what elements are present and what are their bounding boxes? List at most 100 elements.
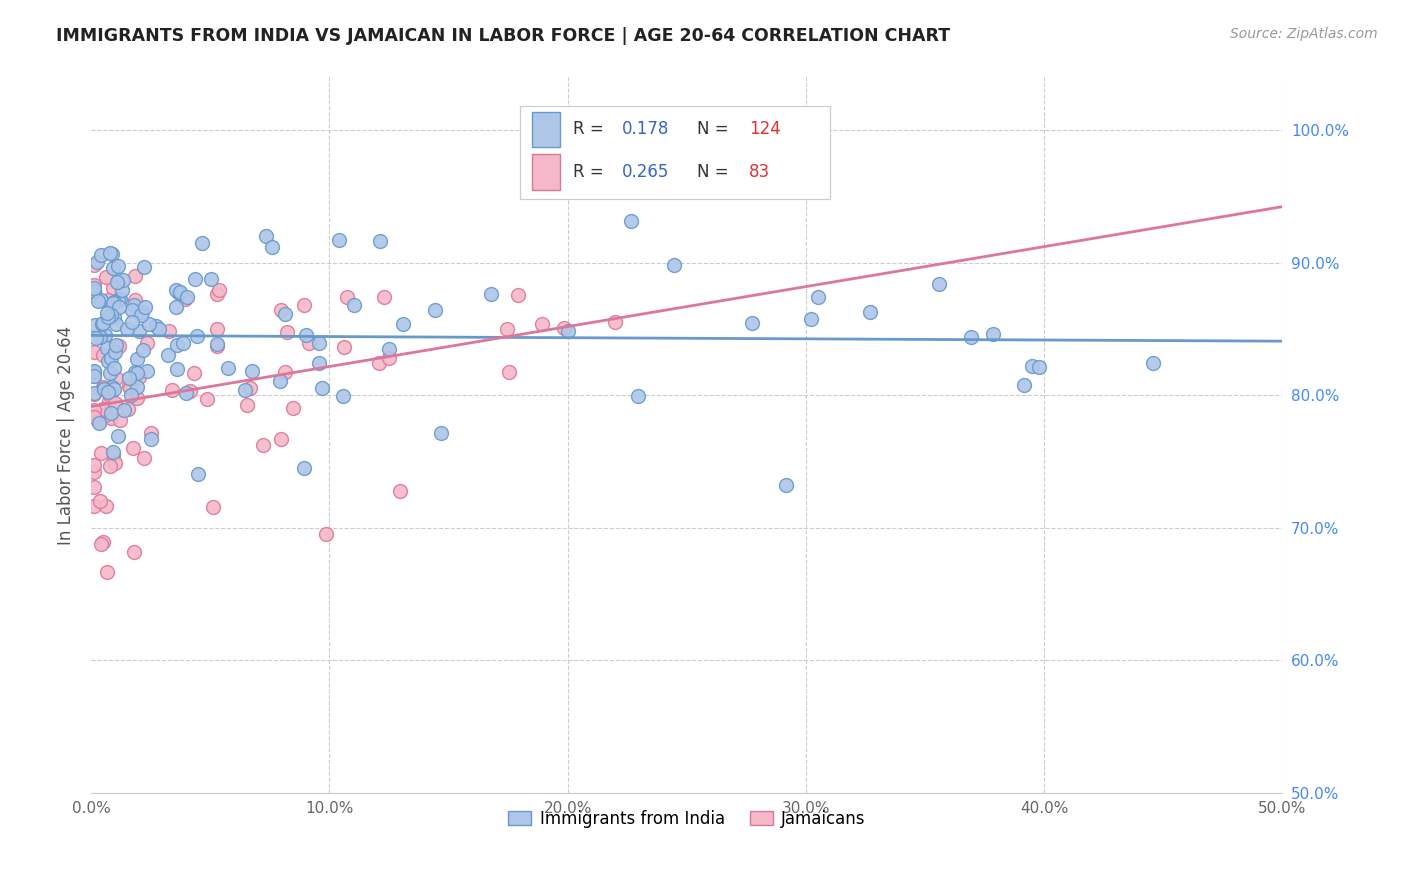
Point <box>100 308 122 322</box>
Point <box>122 298 145 312</box>
Point <box>121 302 143 317</box>
Point <box>269 375 291 389</box>
Point <box>83 364 105 378</box>
Point <box>333 340 356 354</box>
Point <box>104 395 127 409</box>
Point <box>112 273 135 287</box>
Point <box>87 293 110 308</box>
Point <box>138 318 160 332</box>
Point <box>184 272 207 286</box>
Point <box>179 384 201 399</box>
Point <box>145 318 167 333</box>
Point <box>183 366 205 380</box>
Point <box>165 300 187 314</box>
Point <box>127 380 149 394</box>
Point <box>107 300 129 314</box>
Point <box>83 284 105 298</box>
Point <box>91 348 114 362</box>
Point <box>97 293 120 307</box>
Point <box>94 409 117 423</box>
Point <box>132 450 155 465</box>
Point <box>367 356 389 370</box>
Point <box>104 456 127 470</box>
Point <box>83 281 105 295</box>
Point <box>96 306 118 320</box>
Point <box>83 344 105 359</box>
Point <box>122 545 145 559</box>
Point <box>506 288 529 302</box>
Point <box>807 290 830 304</box>
Point <box>254 228 277 243</box>
Point <box>98 388 121 402</box>
Point <box>174 386 197 401</box>
Point <box>108 339 131 353</box>
Point <box>98 246 121 260</box>
Point <box>90 446 112 460</box>
Point <box>90 293 112 307</box>
Point <box>97 385 120 400</box>
Point <box>378 343 401 357</box>
Point <box>165 284 187 298</box>
Point <box>118 381 141 395</box>
Point <box>93 382 115 396</box>
Point <box>479 287 502 301</box>
Point <box>105 371 128 385</box>
Point <box>131 305 153 319</box>
Point <box>217 361 239 376</box>
Point <box>201 500 224 514</box>
Point <box>605 315 627 329</box>
Point <box>389 484 412 499</box>
Point <box>89 416 111 430</box>
Point <box>627 389 650 403</box>
Point <box>308 335 330 350</box>
Point <box>97 354 120 368</box>
Point <box>148 322 170 336</box>
Point <box>117 402 139 417</box>
Point <box>1012 377 1035 392</box>
Point <box>132 343 155 358</box>
Legend: Immigrants from India, Jamaicans: Immigrants from India, Jamaicans <box>501 803 873 834</box>
Point <box>107 259 129 273</box>
Point <box>124 293 146 307</box>
Point <box>156 348 179 362</box>
Point <box>981 327 1004 342</box>
Point <box>343 298 366 312</box>
Point <box>83 466 105 480</box>
Point <box>89 248 111 262</box>
Point <box>166 362 188 376</box>
Point <box>207 337 229 351</box>
Point <box>98 367 121 381</box>
Point <box>100 308 122 322</box>
Point <box>103 361 125 376</box>
Point <box>172 336 194 351</box>
Point <box>430 425 453 440</box>
Point <box>1021 359 1043 373</box>
Point <box>332 388 354 402</box>
Point <box>859 305 882 319</box>
Point <box>368 234 391 248</box>
Point <box>281 401 304 416</box>
Point <box>236 398 259 412</box>
Point <box>115 322 138 336</box>
Point <box>295 327 318 342</box>
Point <box>187 467 209 481</box>
Point <box>132 260 155 274</box>
Point <box>91 535 114 549</box>
Point <box>84 331 107 345</box>
Point <box>200 272 222 286</box>
Point <box>96 565 118 579</box>
Point <box>83 277 105 292</box>
Point <box>270 302 292 317</box>
Point <box>83 369 105 384</box>
Point <box>100 380 122 394</box>
Point <box>103 281 125 295</box>
Point <box>105 275 128 289</box>
Point <box>128 369 150 384</box>
Point <box>103 294 125 309</box>
Point <box>100 351 122 365</box>
Point <box>662 259 685 273</box>
Point <box>91 382 114 396</box>
Point <box>315 527 337 541</box>
Point <box>553 321 575 335</box>
Point <box>83 318 105 333</box>
